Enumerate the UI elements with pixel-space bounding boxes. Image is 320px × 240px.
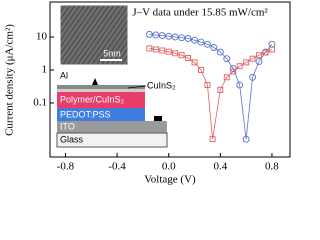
ito-layer [57, 121, 167, 133]
point [209, 136, 216, 143]
chart: J–V data under 15.85 mW/cm² Voltage (V) … [4, 1, 291, 186]
plot-frame [49, 1, 291, 158]
point [223, 74, 230, 81]
point [158, 32, 166, 40]
glass-layer [56, 132, 168, 148]
inset-label: Glass [60, 134, 84, 144]
inset-label: CuInS₂ [147, 80, 176, 90]
point [178, 52, 185, 59]
point [249, 73, 257, 81]
pointer [127, 85, 147, 89]
point [185, 55, 192, 61]
point [204, 82, 211, 88]
point [230, 68, 237, 75]
x-tick-label: 0.8 [265, 161, 279, 173]
point [159, 47, 166, 54]
inset-label: Al [60, 70, 68, 80]
point [145, 30, 153, 38]
electrode [92, 78, 98, 85]
point [197, 38, 205, 46]
point [152, 31, 160, 39]
y-tick-label: 0.1 [33, 96, 47, 108]
point [210, 44, 218, 51]
y-tick-label: 10 [36, 31, 48, 43]
x-axis-title: Voltage (V) [144, 174, 196, 186]
point [236, 63, 243, 70]
point [198, 67, 204, 73]
point [146, 45, 153, 52]
point [178, 34, 186, 42]
point [171, 33, 179, 41]
point [223, 55, 231, 63]
x-tick-label: 0.0 [162, 161, 176, 173]
tem-image [59, 4, 129, 66]
scale-label: 5nm [103, 48, 121, 58]
point [243, 59, 250, 66]
point [216, 48, 224, 56]
point [255, 58, 263, 66]
x-tick-label: -0.8 [57, 161, 75, 173]
series-line [149, 33, 273, 140]
point [152, 46, 159, 53]
point [191, 36, 198, 44]
cuins-layer [57, 89, 145, 92]
inset-label: Polymer/CuInS₂ [60, 94, 125, 104]
inset-label: ITO [60, 121, 75, 131]
point [268, 46, 275, 53]
annotation: J–V data under 15.85 mW/cm² [132, 7, 268, 19]
point [262, 49, 269, 56]
y-axis-title: Current density (μA/cm²) [4, 24, 16, 136]
point [165, 48, 172, 55]
inset-label: PEDOT:PSS [60, 109, 111, 119]
contact [154, 116, 162, 121]
y-tick-label: 1 [42, 64, 48, 76]
point [172, 50, 179, 57]
point [203, 40, 211, 48]
point [249, 55, 256, 62]
point [256, 52, 262, 59]
polymer-layer [57, 92, 145, 108]
point [236, 81, 244, 89]
inset: 5nm Al CuInS₂ Polymer/CuInS₂ PEDOT:PSS I… [56, 4, 176, 148]
point [242, 135, 250, 143]
point [191, 59, 198, 66]
point [165, 32, 173, 40]
x-tick-label: 0.4 [213, 161, 227, 173]
series-line [149, 48, 273, 140]
pedot-layer [57, 108, 145, 121]
point [184, 35, 192, 42]
x-tick-label: -0.4 [108, 161, 126, 173]
point [217, 86, 224, 93]
al-layer [57, 85, 145, 89]
